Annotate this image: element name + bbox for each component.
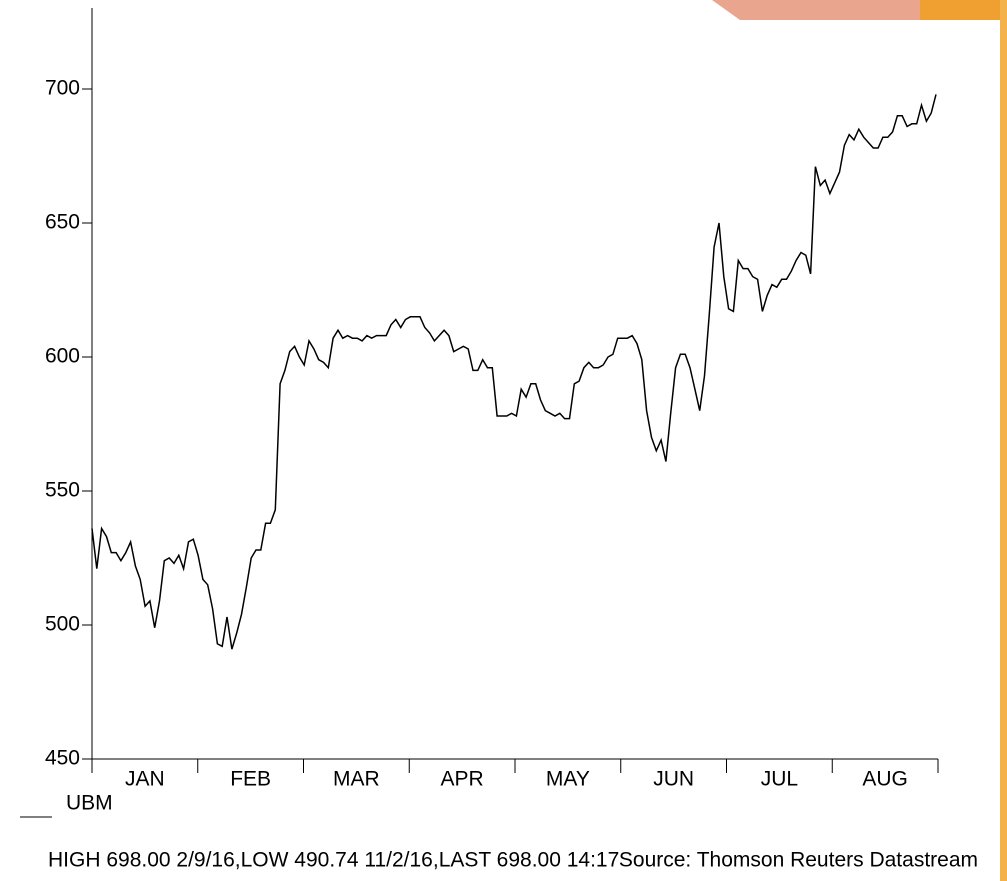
x-tick-label: APR [441, 768, 484, 791]
y-tick-label: 550 [45, 479, 80, 502]
y-tick-label: 450 [45, 747, 80, 770]
x-tick-label: AUG [862, 768, 908, 791]
x-tick-label: MAR [333, 768, 380, 791]
footer: HIGH 698.00 2/9/16,LOW 490.74 11/2/16,LA… [48, 849, 619, 872]
y-tick-label: 650 [45, 211, 80, 234]
x-tick-label: FEB [230, 768, 271, 791]
decoration [920, 0, 1007, 20]
x-tick-label: JAN [125, 768, 165, 791]
y-tick-label: 700 [45, 77, 80, 100]
y-tick-label: 500 [45, 613, 80, 636]
decoration [1000, 0, 1007, 881]
source: Source: Thomson Reuters Datastream [619, 849, 978, 872]
line [91, 94, 937, 650]
x-tick-label: MAY [546, 768, 590, 791]
x-tick-label: JUN [653, 768, 694, 791]
x-tick-label: JUL [761, 768, 798, 791]
legend-label: UBM [66, 792, 113, 815]
y-tick-label: 600 [45, 345, 80, 368]
